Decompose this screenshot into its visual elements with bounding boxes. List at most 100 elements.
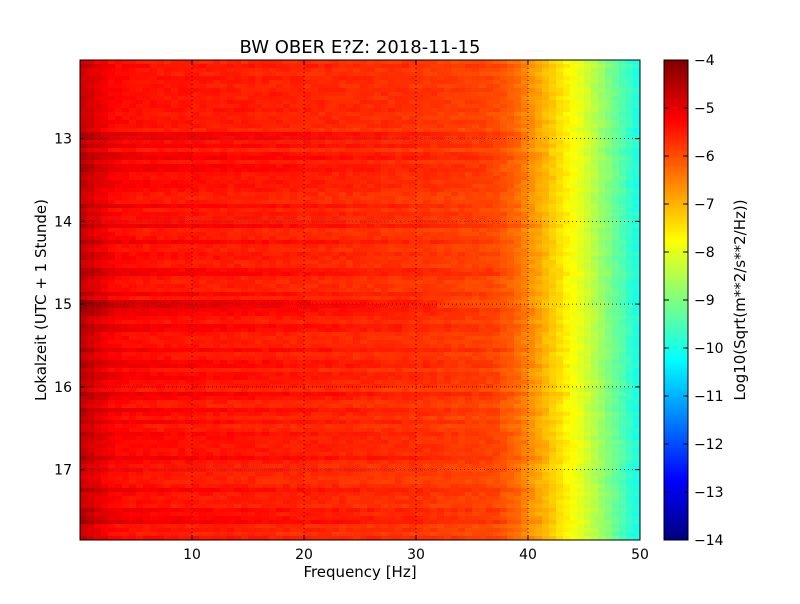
heatmap-cell	[80, 276, 88, 281]
heatmap-cell	[591, 136, 599, 141]
heatmap-cell	[360, 212, 368, 217]
heatmap-cell	[129, 132, 137, 137]
heatmap-cell	[381, 212, 389, 217]
heatmap-cell	[395, 280, 403, 285]
heatmap-cell	[619, 144, 627, 149]
heatmap-cell	[206, 224, 214, 229]
heatmap-cell	[500, 260, 508, 265]
heatmap-cell	[493, 276, 501, 281]
heatmap-cell	[150, 124, 158, 129]
heatmap-cell	[549, 280, 557, 285]
heatmap-cell	[255, 144, 263, 149]
heatmap-cell	[227, 104, 235, 109]
heatmap-cell	[129, 288, 137, 293]
heatmap-cell	[577, 88, 585, 93]
heatmap-cell	[94, 260, 102, 265]
heatmap-cell	[262, 72, 270, 77]
heatmap-cell	[360, 140, 368, 145]
heatmap-cell	[122, 136, 130, 141]
heatmap-cell	[276, 304, 284, 309]
heatmap-cell	[479, 276, 487, 281]
heatmap-cell	[94, 276, 102, 281]
heatmap-cell	[178, 84, 186, 89]
heatmap-cell	[157, 116, 165, 121]
heatmap-cell	[465, 240, 473, 245]
heatmap-cell	[199, 72, 207, 77]
heatmap-cell	[556, 188, 564, 193]
heatmap-cell	[185, 152, 193, 157]
heatmap-cell	[185, 244, 193, 249]
heatmap-cell	[143, 240, 151, 245]
heatmap-cell	[276, 88, 284, 93]
heatmap-cell	[381, 260, 389, 265]
heatmap-cell	[192, 228, 200, 233]
heatmap-cell	[339, 268, 347, 273]
heatmap-cell	[563, 116, 571, 121]
heatmap-cell	[633, 268, 640, 273]
heatmap-cell	[514, 236, 522, 241]
heatmap-cell	[325, 276, 333, 281]
heatmap-cell	[325, 280, 333, 285]
heatmap-cell	[458, 132, 466, 137]
heatmap-cell	[178, 148, 186, 153]
heatmap-cell	[367, 220, 375, 225]
heatmap-cell	[192, 260, 200, 265]
heatmap-cell	[157, 304, 165, 309]
heatmap-cell	[598, 60, 606, 65]
heatmap-cell	[297, 132, 305, 137]
heatmap-cell	[185, 92, 193, 97]
heatmap-cell	[465, 304, 473, 309]
heatmap-cell	[185, 140, 193, 145]
heatmap-cell	[493, 212, 501, 217]
heatmap-cell	[115, 120, 123, 125]
heatmap-cell	[367, 64, 375, 69]
heatmap-cell	[507, 76, 515, 81]
heatmap-cell	[486, 120, 494, 125]
heatmap-cell	[164, 128, 172, 133]
heatmap-cell	[563, 188, 571, 193]
heatmap-cell	[164, 140, 172, 145]
heatmap-cell	[157, 212, 165, 217]
heatmap-cell	[570, 160, 578, 165]
heatmap-cell	[479, 168, 487, 173]
heatmap-cell	[479, 72, 487, 77]
heatmap-cell	[136, 92, 144, 97]
heatmap-cell	[591, 256, 599, 261]
heatmap-cell	[360, 220, 368, 225]
heatmap-cell	[171, 144, 179, 149]
heatmap-cell	[192, 88, 200, 93]
heatmap-cell	[136, 284, 144, 289]
heatmap-cell	[437, 100, 445, 105]
heatmap-cell	[360, 304, 368, 309]
heatmap-cell	[276, 252, 284, 257]
heatmap-cell	[178, 60, 186, 65]
heatmap-cell	[80, 64, 88, 69]
heatmap-cell	[514, 184, 522, 189]
heatmap-cell	[192, 96, 200, 101]
heatmap-cell	[150, 148, 158, 153]
heatmap-cell	[304, 276, 312, 281]
heatmap-cell	[241, 96, 249, 101]
heatmap-cell	[297, 224, 305, 229]
heatmap-cell	[577, 204, 585, 209]
heatmap-cell	[248, 236, 256, 241]
heatmap-cell	[528, 180, 536, 185]
heatmap-cell	[220, 172, 228, 177]
heatmap-cell	[269, 240, 277, 245]
heatmap-cell	[563, 72, 571, 77]
heatmap-cell	[283, 248, 291, 253]
heatmap-cell	[101, 260, 109, 265]
heatmap-cell	[150, 84, 158, 89]
heatmap-cell	[199, 168, 207, 173]
heatmap-cell	[374, 100, 382, 105]
heatmap-cell	[150, 308, 158, 313]
heatmap-cell	[318, 180, 326, 185]
heatmap-cell	[388, 236, 396, 241]
heatmap-cell	[514, 272, 522, 277]
heatmap-cell	[325, 148, 333, 153]
heatmap-cell	[437, 228, 445, 233]
heatmap-cell	[115, 216, 123, 221]
heatmap-cell	[605, 276, 613, 281]
heatmap-cell	[458, 176, 466, 181]
heatmap-cell	[430, 248, 438, 253]
